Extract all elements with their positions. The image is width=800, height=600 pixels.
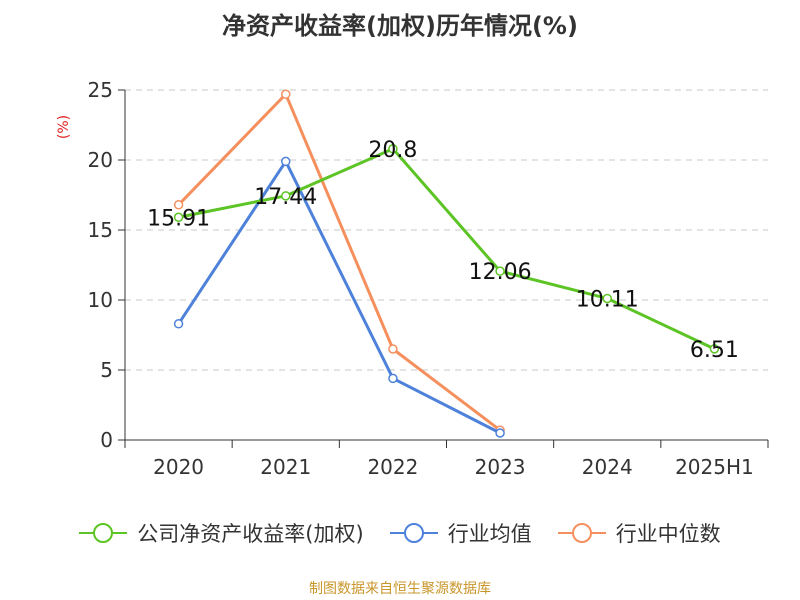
x-tick-label: 2022 — [367, 455, 418, 479]
data-point[interactable] — [388, 344, 398, 354]
y-axis-label: (%) — [56, 115, 72, 139]
y-tick-label: 10 — [88, 288, 113, 312]
legend-item-company-roe[interactable]: 公司净资产收益率(加权) — [79, 518, 364, 548]
data-point[interactable] — [281, 156, 291, 167]
data-label: 17.44 — [254, 185, 317, 210]
x-tick-label: 2025H1 — [675, 455, 754, 479]
data-point[interactable] — [388, 144, 398, 154]
data-point[interactable] — [173, 200, 184, 210]
data-point[interactable] — [388, 373, 398, 384]
x-tick-label: 2024 — [582, 455, 633, 479]
chart-legend: 公司净资产收益率(加权) 行业均值 行业中位数 — [0, 518, 800, 548]
legend-item-industry-mean[interactable]: 行业均值 — [389, 518, 532, 548]
data-point[interactable] — [602, 293, 612, 304]
data-label: 12.06 — [469, 260, 532, 285]
legend-swatch-company-roe — [79, 523, 128, 543]
legend-swatch-industry-mean — [389, 523, 438, 543]
data-point[interactable] — [709, 344, 720, 354]
data-point[interactable] — [495, 428, 505, 438]
legend-label-company-roe: 公司净资产收益率(加权) — [137, 522, 364, 546]
data-label: 20.8 — [368, 138, 417, 163]
data-label: 15.91 — [147, 206, 210, 231]
y-tick-label: 0 — [100, 428, 113, 452]
legend-label-industry-mean: 行业均值 — [447, 522, 532, 546]
legend-label-industry-median: 行业中位数 — [615, 522, 721, 546]
chart-title: 净资产收益率(加权)历年情况(%) — [222, 12, 578, 40]
series-line — [178, 147, 716, 351]
data-label: 10.11 — [576, 287, 639, 312]
data-label: 6.51 — [690, 338, 739, 363]
data-point[interactable] — [281, 191, 291, 201]
y-tick-label: 20 — [88, 148, 113, 172]
y-tick-label: 5 — [100, 358, 113, 382]
x-tick-label: 2023 — [475, 455, 526, 479]
y-tick-label: 25 — [88, 78, 113, 102]
data-point[interactable] — [495, 266, 505, 276]
series-line — [177, 92, 501, 432]
y-tick-label: 15 — [88, 218, 113, 242]
data-source-note: 制图数据来自恒生聚源数据库 — [309, 581, 491, 597]
x-tick-label: 2020 — [153, 455, 204, 479]
legend-swatch-industry-median — [557, 523, 606, 543]
series-line — [177, 159, 501, 435]
data-point[interactable] — [173, 212, 184, 223]
legend-item-industry-median[interactable]: 行业中位数 — [557, 518, 721, 548]
x-tick-label: 2021 — [260, 455, 311, 479]
data-point[interactable] — [173, 319, 184, 329]
data-point[interactable] — [281, 89, 291, 99]
